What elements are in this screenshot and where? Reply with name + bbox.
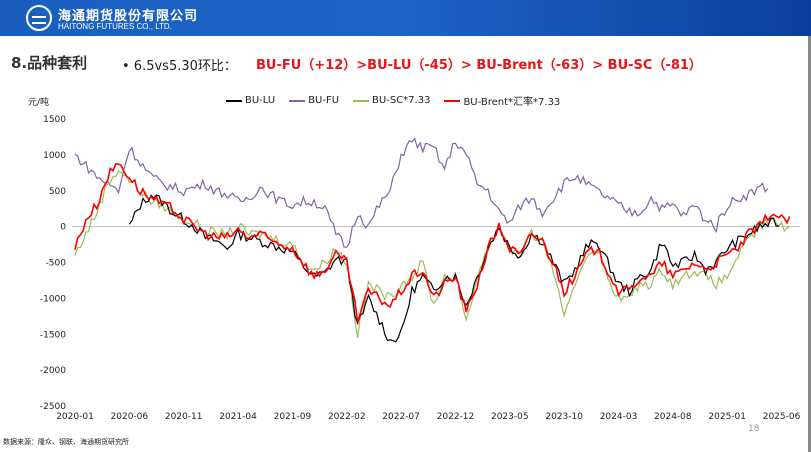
legend-item: BU-LU [226, 93, 275, 108]
x-tick-label: 2022-07 [382, 412, 420, 422]
legend-swatch [289, 99, 306, 102]
x-tick-label: 2023-10 [545, 412, 583, 422]
comparison-text: BU-FU（+12）>BU-LU（-45）> BU-Brent（-63）> BU… [256, 58, 702, 73]
x-tick-label: 2025-01 [708, 412, 746, 422]
company-logo-icon [26, 5, 52, 31]
company-name-cn: 海通期货股份有限公司 [58, 9, 199, 24]
y-tick-label: 1500 [43, 115, 66, 125]
legend-item: BU-SC*7.33 [353, 93, 430, 108]
legend-swatch [353, 99, 370, 102]
legend-swatch [226, 99, 242, 102]
right-border [808, 36, 811, 452]
x-tick-label: 2020-01 [56, 412, 94, 422]
x-tick-label: 2020-06 [111, 412, 149, 422]
x-tick-label: 2021-04 [219, 412, 257, 422]
page-number: 18 [748, 424, 760, 434]
x-tick-label: 2022-02 [328, 412, 366, 422]
series-line-bulu [128, 194, 779, 343]
legend-item: BU-FU [289, 93, 339, 108]
y-tick-label: -2500 [40, 402, 66, 412]
x-tick-label: 2020-11 [165, 412, 203, 422]
y-tick-label: -1000 [40, 294, 66, 304]
series-line-bufu [74, 137, 769, 248]
bullet-text: • 6.5vs5.30环比： [122, 59, 237, 74]
header-banner: 海通期货股份有限公司 HAITONG FUTURES CO., LTD. [0, 0, 811, 36]
section-title: 8.品种套利 [11, 54, 88, 72]
y-axis-unit: 元/吨 [28, 98, 50, 108]
y-tick-label: 1000 [43, 151, 66, 161]
legend-item: BU-Brent*汇率*7.33 [444, 93, 560, 108]
legend-label: BU-LU [245, 95, 276, 106]
x-tick-label: 2022-12 [437, 412, 475, 422]
x-tick-label: 2021-09 [274, 412, 312, 422]
x-tick-label: 2024-03 [600, 412, 638, 422]
legend-label: BU-SC*7.33 [372, 95, 431, 106]
legend-label: BU-FU [308, 95, 340, 106]
legend-swatch [444, 99, 461, 102]
y-tick-label: 500 [49, 187, 66, 197]
company-name-en: HAITONG FUTURES CO., LTD. [58, 22, 172, 31]
series-line-bubrent [74, 162, 791, 323]
y-tick-label: -1500 [40, 330, 66, 340]
y-tick-label: -500 [46, 259, 67, 269]
series-line-busc [74, 170, 791, 338]
source-note: 数据来源：隆众、钢联、海通期货研究所 [3, 438, 129, 446]
x-tick-label: 2025-06 [763, 412, 801, 422]
x-tick-label: 2023-05 [491, 412, 529, 422]
y-tick-label: -2000 [40, 366, 66, 376]
legend: BU-LU BU-FU BU-SC*7.33 BU-Brent*汇率*7.33 [226, 93, 560, 108]
legend-label: BU-Brent*汇率*7.33 [463, 97, 561, 108]
x-tick-label: 2024-08 [654, 412, 692, 422]
y-tick-label: 0 [60, 223, 66, 233]
